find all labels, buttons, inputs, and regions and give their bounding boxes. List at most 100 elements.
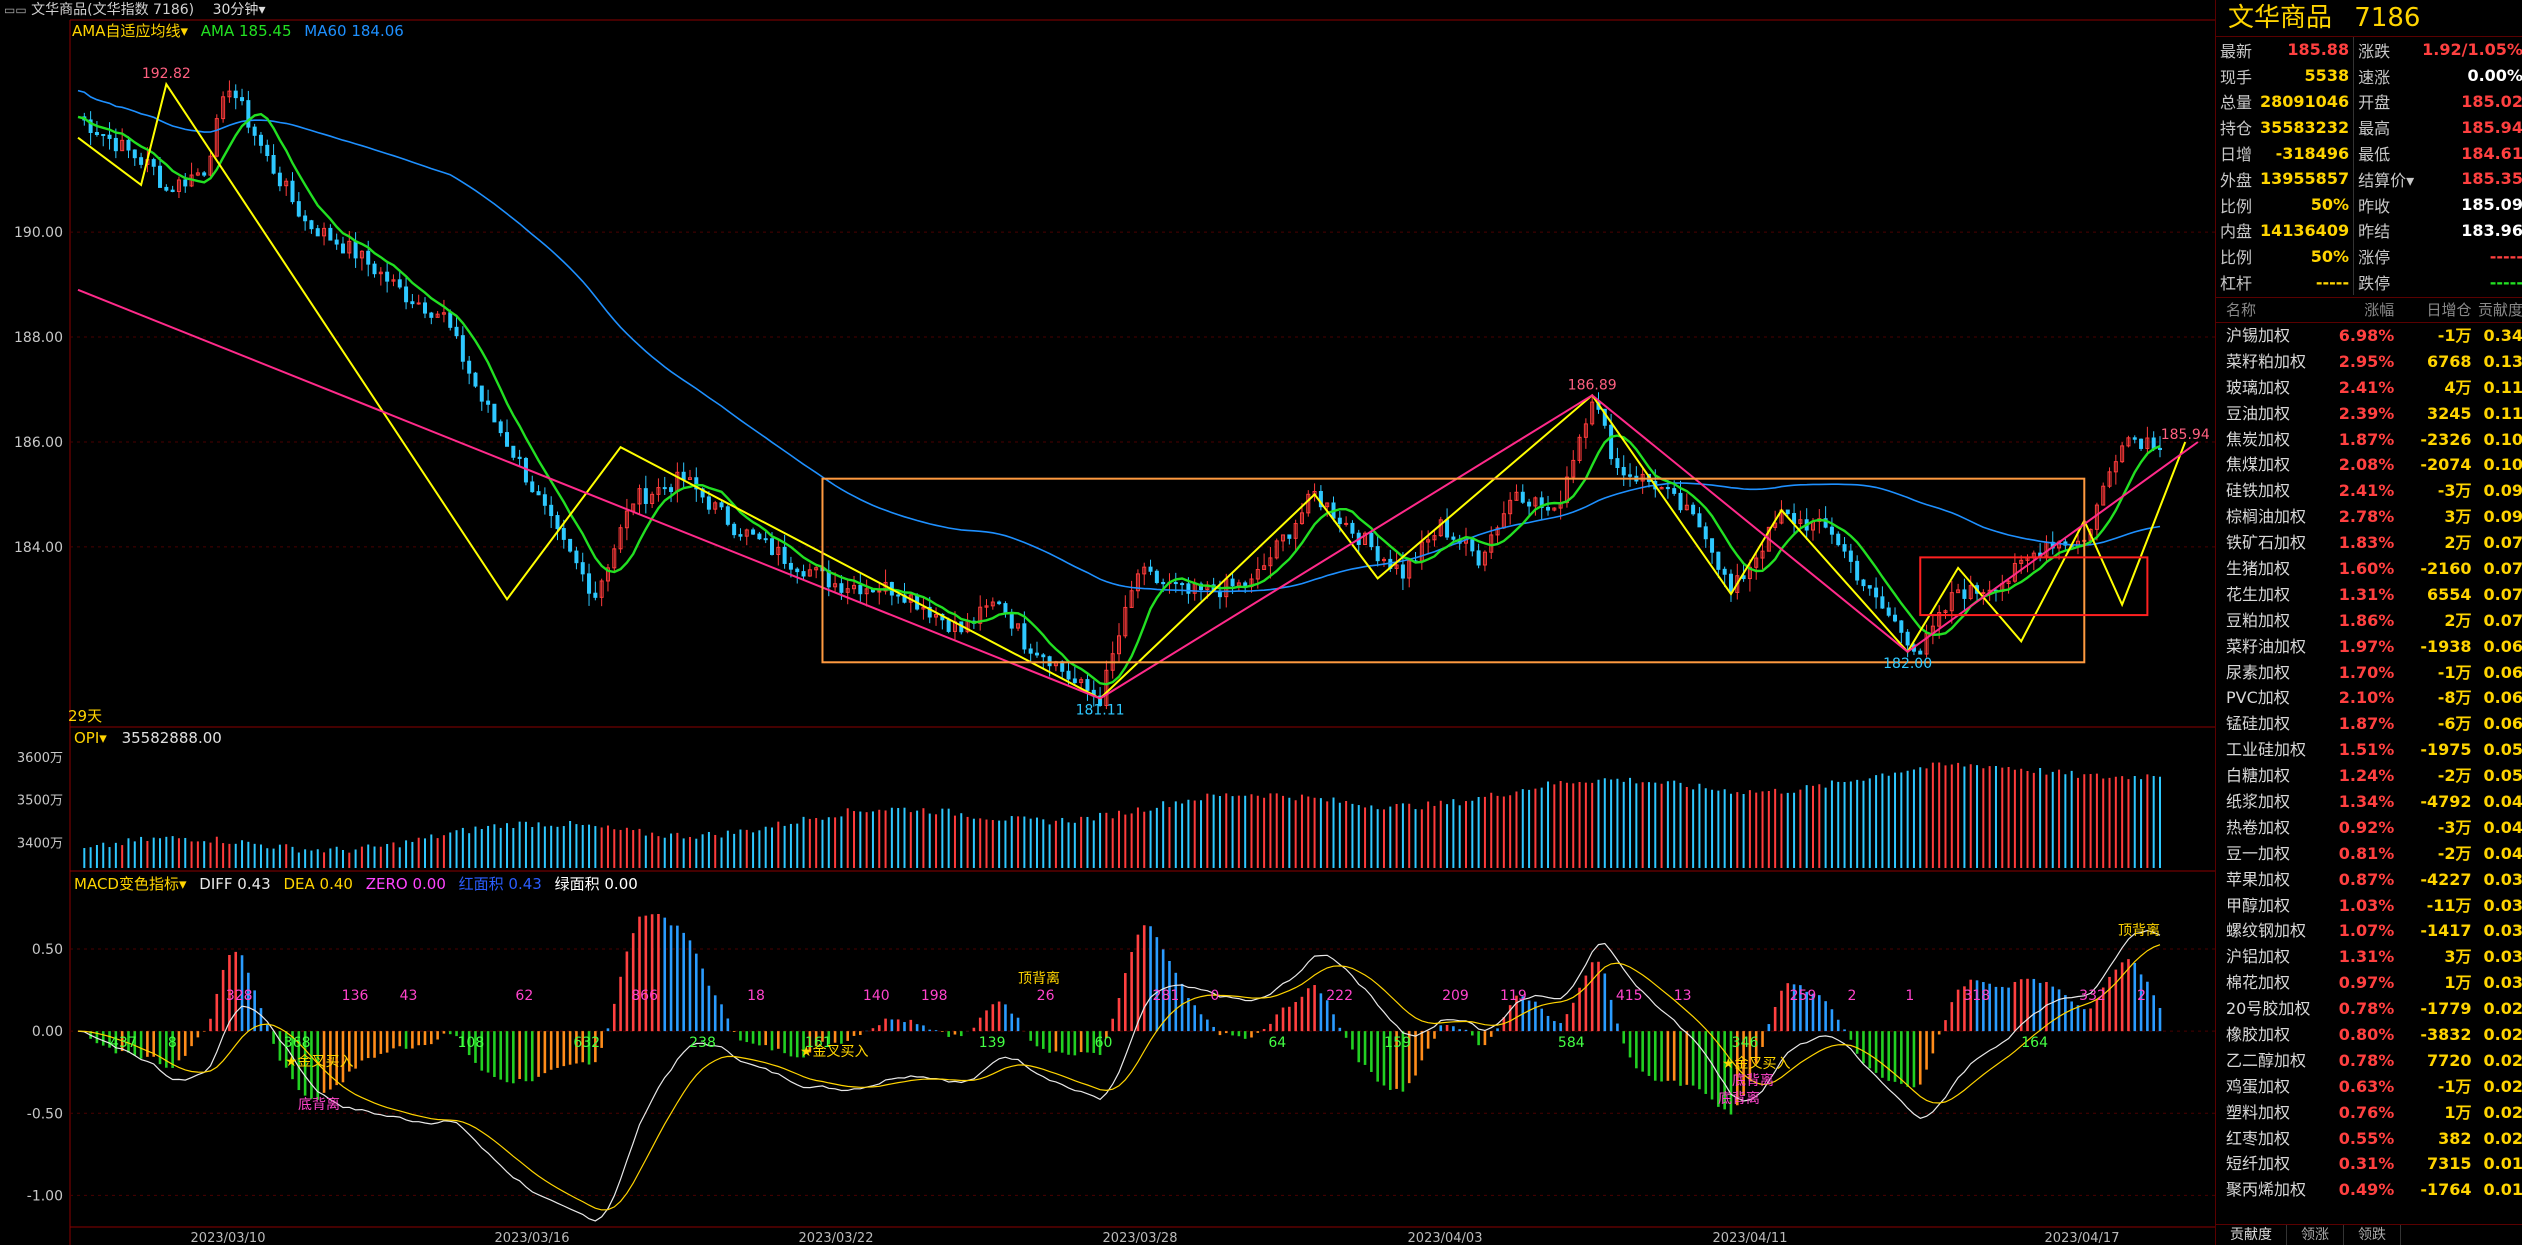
breakout-box [1919, 556, 2149, 617]
list-item[interactable]: 铁矿石加权 1.83% 2万 0.07 [2216, 530, 2522, 556]
candle-body [1728, 573, 1733, 593]
item-contribution: 0.02 [2483, 1050, 2522, 1070]
list-item[interactable]: 短纤加权 0.31% 7315 0.01 [2216, 1151, 2522, 1177]
candle-body [492, 403, 497, 423]
opi-value: 35582888.00 [121, 729, 222, 747]
list-item[interactable]: 尿素加权 1.70% -1万 0.06 [2216, 660, 2522, 686]
item-change: 6.98% [2338, 325, 2395, 345]
list-item[interactable]: 焦煤加权 2.08% -2074 0.10 [2216, 452, 2522, 478]
candle-body [751, 529, 756, 535]
candle-body [284, 180, 289, 187]
list-item[interactable]: 沪铝加权 1.31% 3万 0.03 [2216, 944, 2522, 970]
item-contribution: 0.34 [2483, 325, 2522, 345]
list-item[interactable]: 豆油加权 2.39% 3245 0.11 [2216, 401, 2522, 427]
item-contribution: 0.11 [2483, 403, 2522, 423]
col-contribution[interactable]: 贡献度 [2477, 300, 2522, 319]
list-item[interactable]: 焦炭加权 1.87% -2326 0.10 [2216, 427, 2522, 453]
list-item[interactable]: 红枣加权 0.55% 382 0.02 [2216, 1126, 2522, 1152]
macd-area-label: 332 [2079, 988, 2106, 1004]
macd-legend: MACD变色指标▾ DIFF 0.43 DEA 0.40 ZERO 0.00 红… [74, 873, 638, 894]
list-item[interactable]: 乙二醇加权 0.78% 7720 0.02 [2216, 1048, 2522, 1074]
list-item[interactable]: 聚丙烯加权 0.49% -1764 0.01 [2216, 1177, 2522, 1203]
list-item[interactable]: 热卷加权 0.92% -3万 0.04 [2216, 815, 2522, 841]
list-item[interactable]: 螺纹钢加权 1.07% -1417 0.03 [2216, 918, 2522, 944]
item-oi-change: -1938 [2420, 636, 2472, 656]
candle-body [1855, 560, 1860, 581]
quote-row: 外盘 13955857 结算价▾ 185.35 [2216, 165, 2522, 192]
list-item[interactable]: 菜籽油加权 1.97% -1938 0.06 [2216, 634, 2522, 660]
candle-body [366, 250, 371, 265]
period-selector[interactable]: 30分钟▾ [212, 2, 266, 18]
list-item[interactable]: 甲醇加权 1.03% -11万 0.03 [2216, 893, 2522, 919]
list-item[interactable]: 橡胶加权 0.80% -3832 0.02 [2216, 1022, 2522, 1048]
candle-body [1760, 550, 1765, 559]
list-item[interactable]: 苹果加权 0.87% -4227 0.03 [2216, 867, 2522, 893]
candle-body [669, 487, 674, 492]
item-change: 1.31% [2338, 584, 2395, 604]
macd-selector[interactable]: MACD变色指标▾ [74, 875, 187, 893]
item-change: 0.80% [2338, 1025, 2395, 1045]
list-item[interactable]: 塑料加权 0.76% 1万 0.02 [2216, 1100, 2522, 1126]
list-item[interactable]: 玻璃加权 2.41% 4万 0.11 [2216, 375, 2522, 401]
tab-contribution[interactable]: 贡献度 [2216, 1225, 2287, 1245]
list-item[interactable]: 花生加权 1.31% 6554 0.07 [2216, 582, 2522, 608]
item-oi-change: -2326 [2420, 429, 2472, 449]
candle-body [1962, 589, 1967, 599]
list-item[interactable]: 沪锡加权 6.98% -1万 0.34 [2216, 323, 2522, 349]
candle-body [265, 144, 270, 157]
list-item[interactable]: 棉花加权 0.97% 1万 0.03 [2216, 970, 2522, 996]
item-name: 鸡蛋加权 [2226, 1076, 2291, 1096]
indicator-selector[interactable]: AMA自适应均线▾ [72, 22, 188, 40]
candle-body [227, 90, 232, 98]
candle-body [486, 400, 491, 405]
title-bar: ▭▭ 文华商品(文华指数 7186) 30分钟▾ [0, 0, 2215, 20]
list-item[interactable]: 纸浆加权 1.34% -4792 0.04 [2216, 789, 2522, 815]
candle-body [1375, 546, 1380, 562]
chart-area[interactable]: 190.00 188.00 186.00 184.00 0.50 0.00 -0.50 -1.… [0, 0, 2215, 1245]
candle-body [435, 313, 440, 318]
list-item[interactable]: 棕榈油加权 2.78% 3万 0.09 [2216, 504, 2522, 530]
list-item[interactable]: 工业硅加权 1.51% -1975 0.05 [2216, 737, 2522, 763]
list-item[interactable]: 菜籽粕加权 2.95% 6768 0.13 [2216, 349, 2522, 375]
candle-body [1022, 623, 1027, 650]
list-item[interactable]: 白糖加权 1.24% -2万 0.05 [2216, 763, 2522, 789]
item-contribution: 0.10 [2483, 455, 2522, 475]
candle-body [378, 271, 383, 275]
quote-value: 185.09 [2461, 195, 2522, 215]
col-name[interactable]: 名称 [2226, 300, 2257, 319]
candle-body [1268, 557, 1273, 567]
item-name: 乙二醇加权 [2226, 1050, 2307, 1070]
item-oi-change: -8万 [2437, 688, 2472, 708]
list-item[interactable]: 豆一加权 0.81% -2万 0.04 [2216, 841, 2522, 867]
macd-area-label: 632 [573, 1035, 600, 1051]
opi-selector[interactable]: OPI▾ [74, 729, 107, 747]
item-change: 1.03% [2338, 895, 2395, 915]
list-item[interactable]: 锰硅加权 1.87% -6万 0.06 [2216, 711, 2522, 737]
candle-body [1886, 607, 1891, 616]
item-change: 1.87% [2338, 429, 2395, 449]
chart-canvas[interactable]: 190.00 188.00 186.00 184.00 0.50 0.00 -0.50 -1.… [0, 0, 2215, 1245]
tab-top-gainers[interactable]: 领涨 [2287, 1225, 2344, 1245]
list-item[interactable]: 生猪加权 1.60% -2160 0.07 [2216, 556, 2522, 582]
macd-area-label: 136 [342, 988, 369, 1004]
ma60-line [77, 89, 2161, 593]
list-item[interactable]: 20号胶加权 0.78% -1779 0.02 [2216, 996, 2522, 1022]
candle-body [807, 569, 812, 577]
candle-body [139, 157, 144, 165]
list-item[interactable]: 豆粕加权 1.86% 2万 0.07 [2216, 608, 2522, 634]
candle-body [151, 159, 156, 167]
list-item[interactable]: 硅铁加权 2.41% -3万 0.09 [2216, 478, 2522, 504]
tab-top-losers[interactable]: 领跌 [2344, 1225, 2401, 1245]
macd-area-label: 259 [1790, 988, 1817, 1004]
col-oi-change[interactable]: 日增仓 [2426, 300, 2472, 319]
list-item[interactable]: 鸡蛋加权 0.63% -1万 0.02 [2216, 1074, 2522, 1100]
col-change[interactable]: 涨幅 [2364, 300, 2395, 319]
macd-area-label: 140 [863, 988, 890, 1004]
item-oi-change: 6768 [2426, 351, 2472, 371]
macd-area-label: 2 [1848, 988, 1857, 1004]
chevron-down-icon: ▾ [178, 875, 187, 893]
window-icon[interactable]: ▭▭ [4, 3, 27, 17]
list-item[interactable]: PVC加权 2.10% -8万 0.06 [2216, 685, 2522, 711]
item-oi-change: -2074 [2420, 455, 2472, 475]
quote-label: 杠杆 [2220, 274, 2253, 294]
